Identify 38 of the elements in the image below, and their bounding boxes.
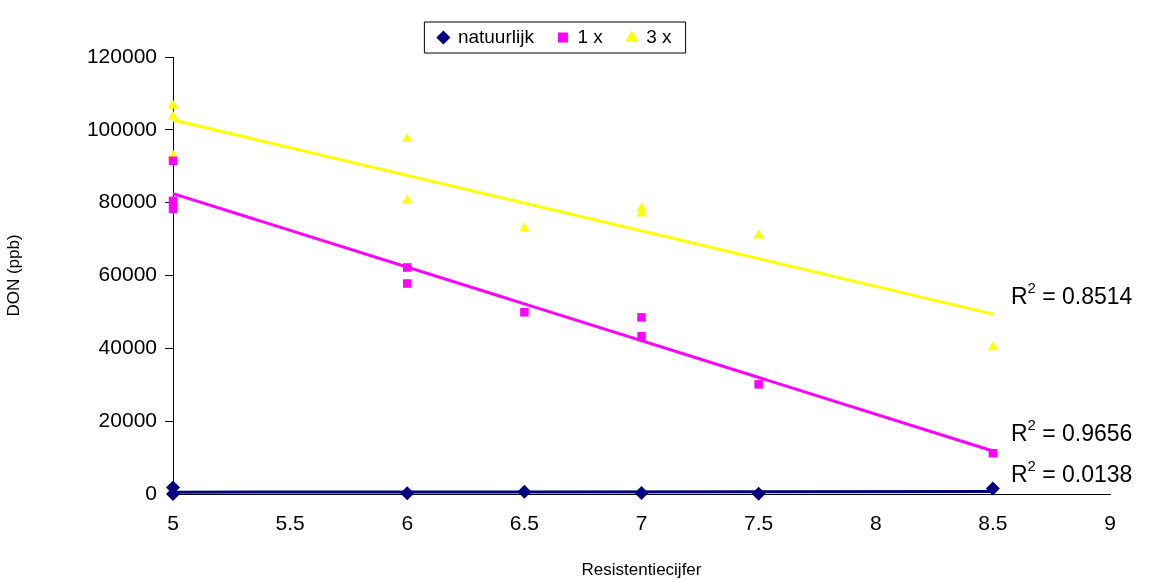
x-tick-label: 8.5 bbox=[978, 511, 1008, 535]
legend-label: natuurlijk bbox=[457, 25, 535, 47]
y-tick-label: 40000 bbox=[98, 335, 157, 359]
x-tick-label: 9 bbox=[1104, 511, 1116, 535]
x-tick-label: 7.5 bbox=[744, 511, 774, 535]
point bbox=[985, 481, 1000, 496]
legend-label: 1 x bbox=[577, 25, 604, 47]
y-tick-label: 20000 bbox=[98, 407, 157, 431]
y-tick-label: 100000 bbox=[86, 116, 157, 140]
point bbox=[637, 332, 646, 341]
x-tick-label: 6 bbox=[401, 511, 414, 535]
point bbox=[634, 485, 649, 500]
y-tick-label: 120000 bbox=[86, 43, 157, 67]
legend-label: 3 x bbox=[646, 25, 673, 47]
y-tick-label: 0 bbox=[145, 480, 157, 504]
point bbox=[402, 132, 413, 142]
point bbox=[403, 279, 412, 288]
x-tick-label: 5.5 bbox=[275, 511, 305, 535]
point bbox=[403, 263, 412, 272]
point bbox=[519, 222, 530, 232]
point bbox=[402, 194, 413, 204]
x-tick-label: 7 bbox=[635, 511, 648, 535]
point bbox=[637, 313, 646, 322]
x-tick-label: 8 bbox=[869, 511, 882, 535]
point bbox=[520, 308, 529, 317]
point bbox=[167, 99, 179, 109]
x-tick-label: 6.5 bbox=[509, 511, 539, 535]
x-tick-label: 5 bbox=[167, 511, 179, 535]
x-axis-title: Resistentiecijfer bbox=[581, 560, 702, 580]
point bbox=[987, 341, 999, 351]
point bbox=[400, 486, 415, 501]
point bbox=[517, 484, 532, 499]
y-tick-label: 80000 bbox=[98, 189, 157, 213]
point bbox=[167, 110, 179, 120]
y-axis-title: DON (ppb) bbox=[3, 234, 23, 317]
y-tick-label: 60000 bbox=[98, 262, 157, 286]
point bbox=[754, 380, 763, 389]
point bbox=[751, 486, 766, 501]
